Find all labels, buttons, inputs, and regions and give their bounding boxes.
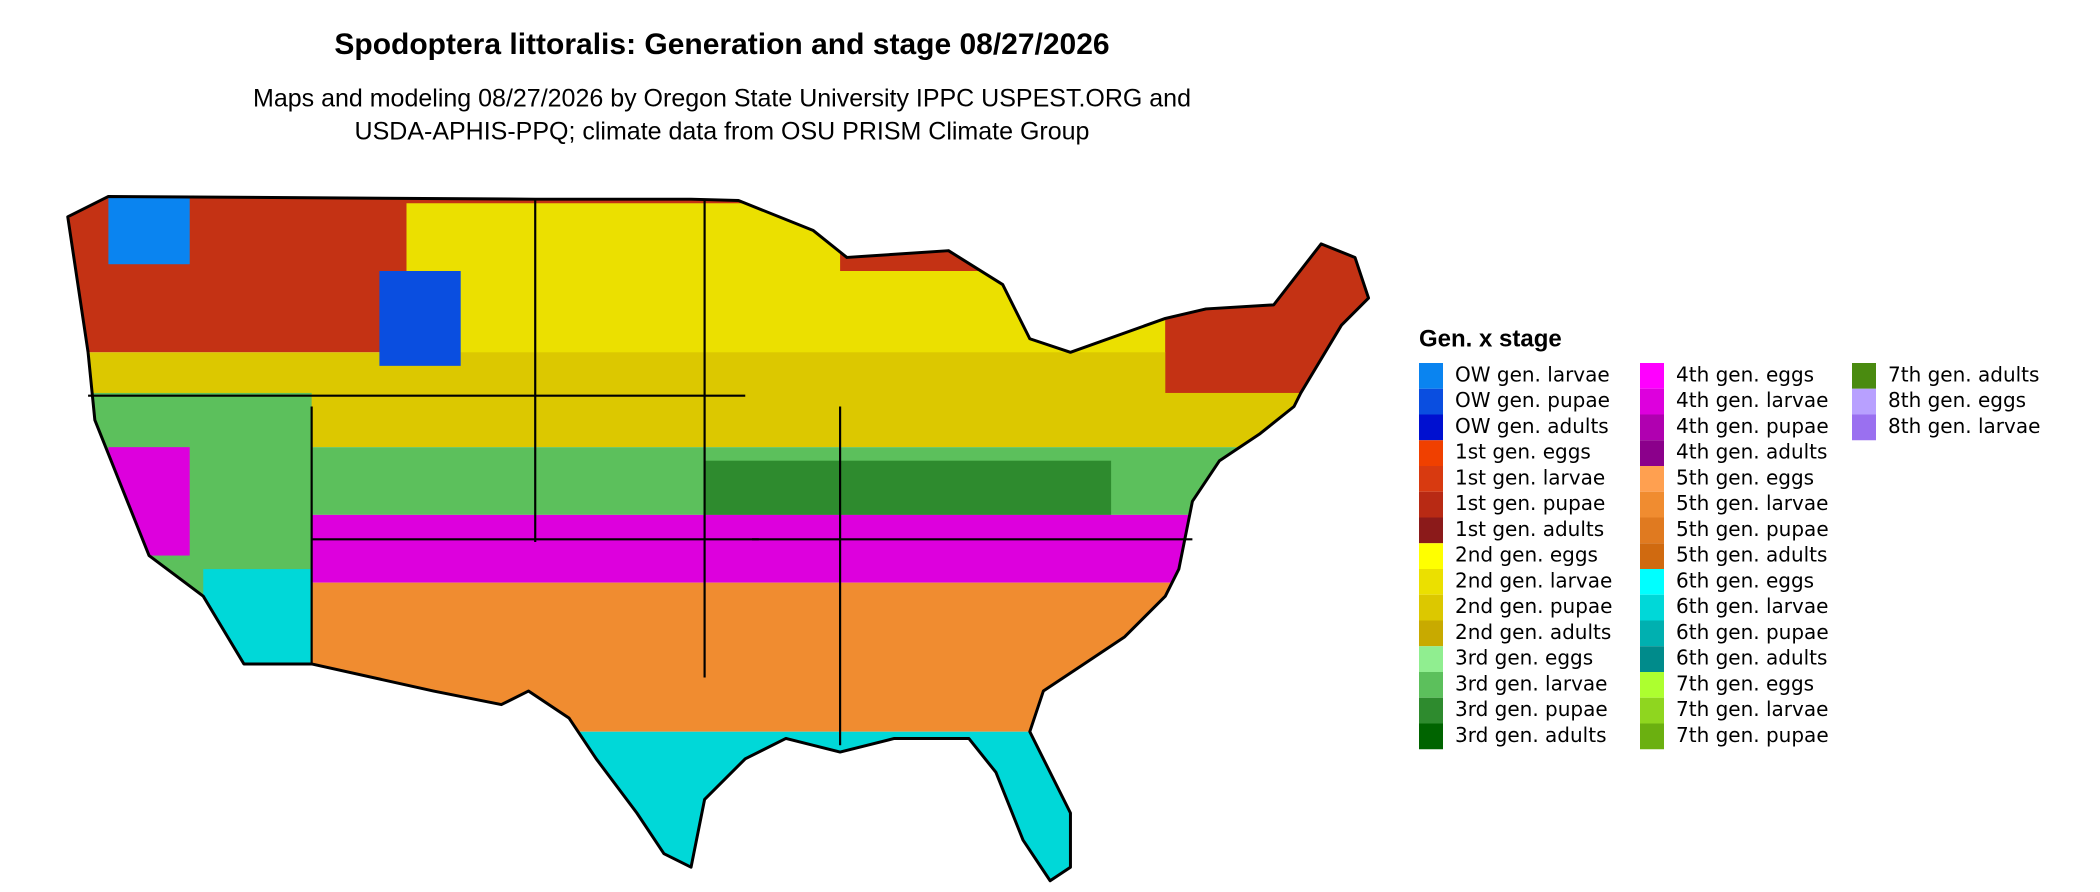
legend-swatch — [1640, 594, 1664, 621]
legend-swatch — [1640, 414, 1664, 441]
legend-label: 3rd gen. adults — [1455, 723, 1606, 747]
legend-label: 4th gen. adults — [1676, 440, 1827, 464]
legend-swatch — [1640, 646, 1664, 672]
legend-label: 5th gen. eggs — [1676, 465, 1814, 489]
legend-label: 1st gen. eggs — [1455, 440, 1591, 464]
legend-swatch — [1419, 414, 1443, 441]
legend-swatch — [1419, 491, 1443, 518]
legend-label: 2nd gen. pupae — [1455, 594, 1612, 618]
legend-title: Gen. x stage — [1419, 325, 1562, 352]
legend-swatch — [1640, 723, 1664, 750]
legend-label: 4th gen. pupae — [1676, 414, 1829, 438]
country-outline — [66, 194, 1371, 883]
legend-label: 2nd gen. adults — [1455, 620, 1611, 644]
legend-label: 3rd gen. eggs — [1455, 646, 1593, 670]
legend-label: 1st gen. larvae — [1455, 465, 1605, 489]
legend-swatch — [1852, 414, 1876, 441]
legend-label: 6th gen. larvae — [1676, 594, 1828, 618]
map-title: Spodoptera littoralis: Generation and st… — [334, 28, 1109, 61]
legend-swatch — [1419, 569, 1443, 595]
legend-swatch — [1419, 672, 1443, 698]
legend-label: 6th gen. pupae — [1676, 620, 1829, 644]
legend-label: OW gen. pupae — [1455, 388, 1610, 412]
legend-label: OW gen. larvae — [1455, 362, 1610, 386]
legend-label: 7th gen. adults — [1888, 362, 2039, 386]
legend-label: 3rd gen. pupae — [1455, 697, 1608, 721]
legend-label: 4th gen. larvae — [1676, 388, 1828, 412]
legend-label: 7th gen. pupae — [1676, 723, 1829, 747]
map — [66, 194, 1371, 883]
legend-swatch — [1640, 388, 1664, 415]
legend-label: 4th gen. eggs — [1676, 362, 1814, 386]
legend-swatch — [1640, 440, 1664, 466]
legend-swatch — [1419, 620, 1443, 647]
legend-swatch — [1419, 697, 1443, 724]
legend-label: 8th gen. eggs — [1888, 388, 2026, 412]
legend-label: 5th gen. adults — [1676, 543, 1827, 567]
legend-swatch — [1640, 672, 1664, 698]
state-lines — [88, 199, 1193, 746]
legend-label: 6th gen. adults — [1676, 646, 1827, 670]
legend-swatch — [1419, 440, 1443, 466]
legend-swatch — [1419, 388, 1443, 415]
legend-swatch — [1419, 543, 1443, 569]
legend-swatch — [1640, 620, 1664, 647]
legend-swatch — [1419, 363, 1443, 389]
legend-swatch — [1419, 466, 1443, 492]
legend-label: 2nd gen. larvae — [1455, 568, 1612, 592]
legend-label: 3rd gen. larvae — [1455, 671, 1607, 695]
legend-swatch — [1419, 517, 1443, 544]
map-subtitle: USDA-APHIS-PPQ; climate data from OSU PR… — [355, 118, 1090, 146]
map-subtitle: Maps and modeling 08/27/2026 by Oregon S… — [253, 85, 1191, 113]
legend-swatch — [1640, 543, 1664, 569]
legend-label: 1st gen. pupae — [1455, 491, 1605, 515]
legend-label: 6th gen. eggs — [1676, 568, 1814, 592]
legend-swatch — [1419, 594, 1443, 621]
legend-swatch — [1852, 363, 1876, 389]
legend-label: 2nd gen. eggs — [1455, 543, 1598, 567]
legend-swatch — [1419, 723, 1443, 750]
legend-label: 5th gen. pupae — [1676, 517, 1829, 541]
legend-label: 7th gen. larvae — [1676, 697, 1828, 721]
legend-swatch — [1640, 517, 1664, 544]
legend-label: 7th gen. eggs — [1676, 671, 1814, 695]
legend-swatch — [1640, 363, 1664, 389]
legend-swatch — [1640, 569, 1664, 595]
legend-swatch — [1640, 466, 1664, 492]
legend-swatch — [1640, 697, 1664, 724]
legend-label: OW gen. adults — [1455, 414, 1609, 438]
legend-label: 8th gen. larvae — [1888, 414, 2040, 438]
legend-swatch — [1640, 491, 1664, 518]
legend-label: 5th gen. larvae — [1676, 491, 1828, 515]
legend-swatch — [1419, 646, 1443, 672]
legend-label: 1st gen. adults — [1455, 517, 1604, 541]
legend-swatch — [1852, 388, 1876, 415]
